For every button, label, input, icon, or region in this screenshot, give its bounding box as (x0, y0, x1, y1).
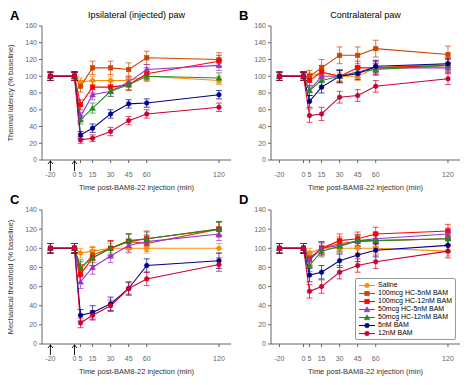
svg-text:0: 0 (262, 156, 266, 163)
html-text:Ipsilateral (injected) paw: Ipsilateral (injected) paw (88, 10, 185, 20)
svg-text:15: 15 (318, 171, 326, 178)
html-text:5nM BAM: 5nM BAM (378, 321, 409, 328)
svg-text:20: 20 (29, 140, 37, 147)
svg-text:80: 80 (258, 89, 266, 96)
html-text:A: A (10, 8, 20, 23)
svg-text:100: 100 (25, 73, 37, 80)
html-text:50mcg HC-12nM BAM: 50mcg HC-12nM BAM (378, 313, 449, 320)
svg-text:Time post-BAM8-22 injection (m: Time post-BAM8-22 injection (min) (79, 367, 195, 376)
html-text:D: D (239, 192, 249, 207)
svg-text:120: 120 (442, 171, 454, 178)
svg-text:0: 0 (73, 171, 77, 178)
svg-text:60: 60 (143, 355, 151, 362)
svg-text:Thermal latency (% baseline): Thermal latency (% baseline) (8, 44, 15, 142)
svg-text:5: 5 (79, 171, 83, 178)
svg-text:0: 0 (33, 156, 37, 163)
svg-text:30: 30 (107, 355, 115, 362)
svg-text:5: 5 (308, 171, 312, 178)
svg-text:5: 5 (308, 355, 312, 362)
html-text:12nM BAM: 12nM BAM (378, 329, 413, 336)
svg-text:120: 120 (213, 171, 225, 178)
svg-text:15: 15 (318, 355, 326, 362)
svg-text:60: 60 (143, 171, 151, 178)
svg-text:120: 120 (213, 355, 225, 362)
svg-text:5: 5 (79, 355, 83, 362)
svg-text:100: 100 (254, 73, 266, 80)
svg-text:20: 20 (258, 321, 266, 328)
svg-text:60: 60 (258, 106, 266, 113)
svg-text:160: 160 (254, 22, 266, 29)
svg-text:120: 120 (25, 56, 37, 63)
svg-text:0: 0 (262, 340, 266, 347)
svg-text:80: 80 (29, 89, 37, 96)
svg-text:45: 45 (125, 171, 133, 178)
svg-text:Time post-BAM8-22 injection (m: Time post-BAM8-22 injection (min) (308, 367, 424, 376)
svg-text:140: 140 (25, 206, 37, 213)
html-text:C: C (10, 192, 20, 207)
svg-text:30: 30 (107, 171, 115, 178)
svg-text:140: 140 (25, 39, 37, 46)
svg-text:40: 40 (258, 302, 266, 309)
svg-text:40: 40 (29, 123, 37, 130)
html-text:100mcg HC-12nM BAM: 100mcg HC-12nM BAM (378, 297, 452, 304)
svg-text:-20: -20 (274, 355, 284, 362)
svg-text:45: 45 (125, 355, 133, 362)
svg-text:120: 120 (254, 226, 266, 233)
html-text:B: B (239, 8, 249, 23)
svg-text:120: 120 (25, 226, 37, 233)
svg-text:15: 15 (89, 171, 97, 178)
svg-text:0: 0 (302, 171, 306, 178)
svg-text:0: 0 (33, 340, 37, 347)
svg-text:-20: -20 (45, 355, 55, 362)
html-text:Saline: Saline (378, 281, 398, 288)
svg-text:30: 30 (336, 355, 344, 362)
svg-text:Time post-BAM8-22 injection (m: Time post-BAM8-22 injection (min) (79, 183, 195, 192)
svg-text:60: 60 (29, 283, 37, 290)
svg-text:-20: -20 (45, 171, 55, 178)
svg-text:Time post-BAM8-22 injection (m: Time post-BAM8-22 injection (min) (308, 183, 424, 192)
svg-text:20: 20 (258, 140, 266, 147)
svg-text:120: 120 (254, 56, 266, 63)
svg-text:100: 100 (25, 245, 37, 252)
svg-text:140: 140 (254, 39, 266, 46)
svg-text:80: 80 (29, 264, 37, 271)
svg-text:40: 40 (29, 302, 37, 309)
svg-text:80: 80 (258, 264, 266, 271)
svg-text:60: 60 (29, 106, 37, 113)
svg-text:60: 60 (372, 355, 380, 362)
html-text:100mcg HC-5nM BAM: 100mcg HC-5nM BAM (378, 289, 449, 296)
svg-text:45: 45 (354, 171, 362, 178)
html-text:Contralateral paw: Contralateral paw (330, 10, 401, 20)
svg-text:0: 0 (302, 355, 306, 362)
svg-text:100: 100 (254, 245, 266, 252)
svg-text:160: 160 (25, 22, 37, 29)
svg-text:20: 20 (29, 321, 37, 328)
svg-text:15: 15 (89, 355, 97, 362)
svg-text:120: 120 (442, 355, 454, 362)
svg-text:60: 60 (258, 283, 266, 290)
svg-text:60: 60 (372, 171, 380, 178)
svg-text:Mechanical threshold (% baseli: Mechanical threshold (% baseline) (8, 219, 15, 334)
svg-text:30: 30 (336, 171, 344, 178)
svg-text:140: 140 (254, 206, 266, 213)
svg-text:0: 0 (73, 355, 77, 362)
svg-text:-20: -20 (274, 171, 284, 178)
html-text:50mcg HC-5nM BAM: 50mcg HC-5nM BAM (378, 305, 445, 312)
svg-text:45: 45 (354, 355, 362, 362)
svg-text:40: 40 (258, 123, 266, 130)
